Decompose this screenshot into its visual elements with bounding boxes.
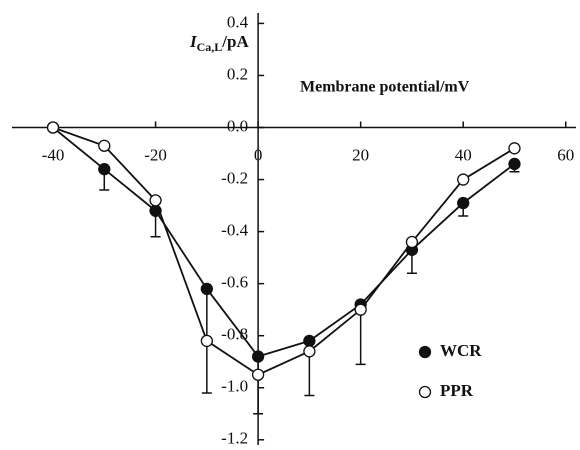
y-tick-label: -1.0 <box>221 377 248 396</box>
y-label-main: I <box>189 32 198 51</box>
data-point <box>457 173 470 186</box>
legend-marker <box>418 385 432 399</box>
x-tick-label: 0 <box>254 145 263 164</box>
series-line <box>52 126 515 376</box>
y-label-sub: Ca,L <box>197 40 223 54</box>
data-point <box>98 139 111 152</box>
data-point <box>405 235 419 249</box>
y-tick-label: 0.0 <box>227 116 248 135</box>
data-point <box>251 350 265 363</box>
x-tick-label: 20 <box>352 145 369 164</box>
error-bar <box>355 309 366 366</box>
y-tick-label: 0.2 <box>227 64 248 83</box>
data-point <box>508 142 521 155</box>
error-bar <box>253 356 264 415</box>
y-tick-label: 0.4 <box>227 12 249 31</box>
data-point <box>354 303 367 316</box>
data-point <box>46 121 60 134</box>
x-tick-label: -40 <box>42 145 65 164</box>
data-point <box>508 157 521 171</box>
legend-label: WCR <box>440 341 482 360</box>
data-point <box>149 194 162 207</box>
error-bar <box>304 351 315 397</box>
legend-label: PPR <box>440 381 474 400</box>
data-point <box>200 282 213 296</box>
data-point <box>457 196 470 210</box>
data-point <box>251 368 265 381</box>
x-tick-label: 40 <box>455 145 472 164</box>
y-axis-label: ICa,L/pA <box>189 32 249 54</box>
y-tick-label: -0.2 <box>221 168 248 187</box>
data-point <box>303 334 316 348</box>
y-tick-label: -0.4 <box>221 221 248 240</box>
data-point <box>98 162 111 176</box>
data-point <box>149 204 162 217</box>
y-tick-label: -0.6 <box>221 273 248 292</box>
y-tick-label: -1.2 <box>221 429 248 448</box>
data-point <box>200 334 213 348</box>
series-line <box>52 126 516 358</box>
x-tick-label: -20 <box>144 145 167 164</box>
x-tick-label: 60 <box>557 145 574 164</box>
x-axis-label: Membrane potential/mV <box>300 79 470 96</box>
data-point <box>303 345 316 358</box>
y-label-unit: /pA <box>221 32 249 51</box>
y-tick-label: -0.8 <box>221 325 248 344</box>
legend-marker <box>418 345 432 359</box>
